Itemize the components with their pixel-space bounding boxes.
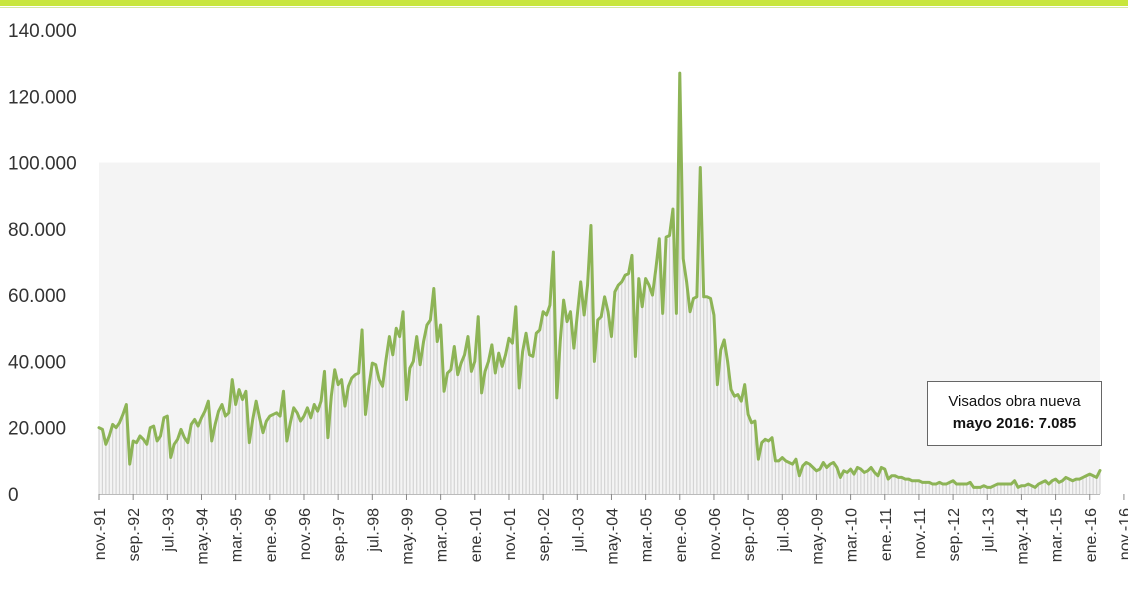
x-tick-label: nov.-11 bbox=[912, 508, 929, 559]
x-tick-label: nov.-96 bbox=[297, 508, 314, 560]
x-tick-label: mar.-15 bbox=[1049, 508, 1066, 562]
x-tick-label: sep.-07 bbox=[741, 508, 758, 561]
x-tick-label: sep.-97 bbox=[331, 508, 348, 561]
x-tick-label: nov.-16 bbox=[1117, 508, 1128, 560]
x-tick-label: sep.-92 bbox=[126, 508, 143, 561]
x-tick-label: jul.-13 bbox=[980, 508, 997, 553]
x-tick-label: may.-09 bbox=[809, 508, 826, 565]
x-tick-label: jul.-08 bbox=[775, 508, 792, 553]
x-axis: nov.-91 sep.-92 jul.-93 may.-94 mar.-95 ene.-… bbox=[92, 494, 1128, 565]
x-tick-label: ene.-96 bbox=[263, 508, 280, 562]
y-axis: 0 20.000 40.000 60.000 80.000 100.000 120.000 1… bbox=[8, 21, 77, 506]
x-tick-label: mar.-95 bbox=[229, 508, 246, 562]
x-tick-label: nov.-06 bbox=[707, 508, 724, 560]
x-tick-label: ene.-11 bbox=[878, 508, 895, 561]
annotation-line2: mayo 2016: 7.085 bbox=[952, 415, 1077, 432]
x-tick-label: may.-99 bbox=[399, 508, 416, 565]
x-tick-label: may.-14 bbox=[1014, 508, 1031, 565]
y-tick-label: 100.000 bbox=[8, 154, 77, 175]
y-tick-label: 80.000 bbox=[8, 220, 66, 241]
x-tick-label: nov.-01 bbox=[502, 508, 519, 560]
series-line bbox=[97, 71, 1102, 489]
y-tick-label: 0 bbox=[8, 485, 19, 506]
x-tick-label: jul.-93 bbox=[160, 508, 177, 553]
y-tick-label: 120.000 bbox=[8, 87, 77, 108]
x-tick-label: ene.-01 bbox=[468, 508, 485, 562]
y-tick-label: 60.000 bbox=[8, 286, 66, 307]
series-layer bbox=[97, 71, 1102, 489]
x-tick-label: mar.-05 bbox=[639, 508, 656, 562]
top-accent-line bbox=[0, 7, 1128, 8]
x-tick-label: mar.-10 bbox=[844, 508, 861, 562]
annotation-line1: Visados obra nueva bbox=[948, 393, 1081, 410]
x-tick-label: jul.-98 bbox=[365, 508, 382, 553]
x-tick-label: ene.-16 bbox=[1083, 508, 1100, 562]
y-tick-label: 140.000 bbox=[8, 21, 77, 42]
x-tick-label: jul.-03 bbox=[570, 508, 587, 553]
x-tick-label: sep.-02 bbox=[536, 508, 553, 561]
annotation-callout: Visados obra nueva mayo 2016: 7.085 bbox=[927, 381, 1102, 446]
x-tick-label: mar.-00 bbox=[434, 508, 451, 562]
y-tick-label: 40.000 bbox=[8, 352, 66, 373]
y-tick-label: 20.000 bbox=[8, 419, 66, 440]
x-tick-label: ene.-06 bbox=[673, 508, 690, 562]
x-tick-label: sep.-12 bbox=[946, 508, 963, 561]
x-tick-label: may.-04 bbox=[604, 508, 621, 565]
x-tick-label: may.-94 bbox=[194, 508, 211, 565]
x-tick-label: nov.-91 bbox=[92, 508, 109, 560]
top-accent-bar bbox=[0, 0, 1128, 6]
